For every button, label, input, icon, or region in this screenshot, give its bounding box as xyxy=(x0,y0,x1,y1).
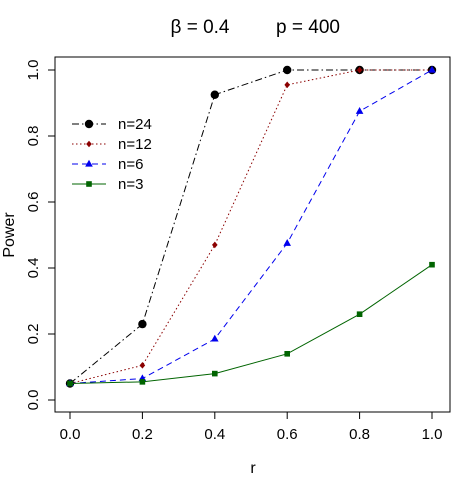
data-point xyxy=(139,362,146,369)
x-tick-label: 0.6 xyxy=(277,426,298,443)
series-n=6 xyxy=(66,65,436,387)
series-line xyxy=(69,69,432,384)
data-point xyxy=(211,334,219,342)
series-layer xyxy=(65,65,437,388)
y-axis: 0.0 0.2 0.4 0.6 0.8 1.0 xyxy=(25,60,56,411)
y-tick-label: 0.8 xyxy=(25,126,42,147)
x-tick-label: 0.2 xyxy=(132,426,153,443)
data-point xyxy=(428,65,436,73)
data-point xyxy=(284,81,290,89)
legend-label: n=24 xyxy=(118,116,152,133)
chart-title-beta: β = 0.4 xyxy=(171,17,230,38)
legend-item: n=24 xyxy=(72,116,152,133)
x-tick-label: 0.4 xyxy=(204,426,225,443)
data-point xyxy=(210,90,219,99)
y-tick-label: 0.0 xyxy=(25,390,42,411)
x-tick-label: 0.8 xyxy=(349,426,370,443)
legend-marker xyxy=(86,140,92,148)
data-point xyxy=(355,107,364,114)
data-point xyxy=(138,319,147,329)
data-point xyxy=(284,351,290,357)
y-axis-label: Power xyxy=(1,212,18,258)
legend-label: n=3 xyxy=(118,176,143,193)
series-n=3 xyxy=(67,261,435,387)
series-n=24 xyxy=(65,65,437,388)
data-point xyxy=(429,261,435,268)
x-axis: 0.0 0.2 0.4 0.6 0.8 1.0 xyxy=(60,411,443,443)
legend-item: n=6 xyxy=(72,156,143,173)
data-point xyxy=(356,66,363,74)
legend-marker xyxy=(86,181,92,187)
y-tick-label: 0.6 xyxy=(25,192,42,213)
data-point xyxy=(67,380,73,387)
data-point xyxy=(212,370,218,377)
data-point xyxy=(356,311,363,317)
legend-marker xyxy=(85,159,93,167)
data-point xyxy=(139,379,146,385)
series-line xyxy=(69,69,433,384)
data-point xyxy=(283,239,291,246)
plot-frame xyxy=(54,56,451,413)
legend-marker xyxy=(84,119,94,129)
y-tick-label: 0.2 xyxy=(25,324,42,345)
data-point xyxy=(283,65,292,75)
chart-title-p: p = 400 xyxy=(276,17,340,38)
x-axis-label: r xyxy=(250,460,256,477)
series-line xyxy=(69,264,433,384)
y-tick-label: 0.4 xyxy=(25,258,42,279)
legend-item: n=3 xyxy=(72,176,143,193)
x-tick-label: 0.0 xyxy=(60,426,81,443)
data-point xyxy=(212,241,218,249)
y-tick-label: 1.0 xyxy=(25,60,42,81)
x-tick-label: 1.0 xyxy=(422,426,443,443)
legend-item: n=12 xyxy=(72,136,152,153)
legend-label: n=12 xyxy=(118,136,152,153)
legend-label: n=6 xyxy=(118,156,143,173)
series-n=12 xyxy=(67,66,435,387)
legend: n=24 n=12 n=6 n=3 xyxy=(72,116,152,193)
